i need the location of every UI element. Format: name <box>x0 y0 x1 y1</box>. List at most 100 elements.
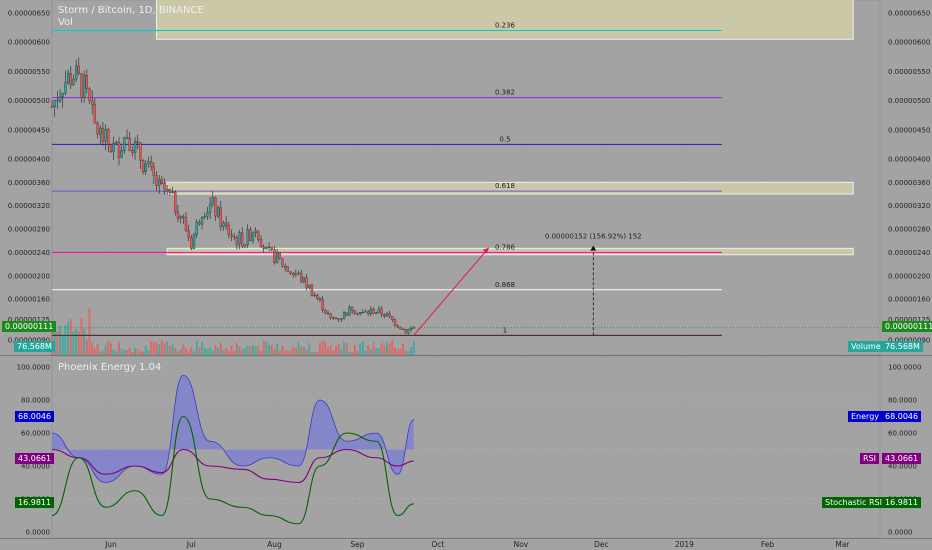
volume-bar <box>372 342 375 355</box>
volume-bar <box>203 347 206 355</box>
indicator-tick-right: 60.0000 <box>888 430 917 438</box>
candle-body <box>321 299 324 311</box>
candle-body <box>407 329 410 334</box>
indicator-tick-left: 80.0000 <box>21 397 50 405</box>
candle-body <box>286 266 289 272</box>
volume-bar <box>369 349 372 355</box>
candle-body <box>305 277 308 288</box>
candle-body <box>257 230 260 240</box>
volume-bar <box>152 341 155 355</box>
rsi-label-left: 43.0661 <box>15 453 55 464</box>
time-tick: Dec <box>594 540 609 549</box>
volume-bar <box>367 345 370 355</box>
volume-bar <box>265 341 268 355</box>
price-tick-right: 0.00000650 <box>888 10 930 18</box>
candle-body <box>182 216 185 218</box>
candle-body <box>238 232 241 245</box>
volume-bar <box>337 344 340 355</box>
candle-body <box>64 82 67 94</box>
price-label-right: 0.00000111 <box>882 321 932 332</box>
volume-bar <box>273 348 276 355</box>
candle-body <box>147 161 150 165</box>
volume-bar <box>83 328 86 355</box>
candle-body <box>163 183 166 192</box>
candle-body <box>136 141 139 143</box>
candle-body <box>74 65 78 80</box>
volume-bar <box>56 331 59 355</box>
candle-body <box>241 232 244 247</box>
candle-body <box>297 272 300 275</box>
candle-body <box>337 318 340 320</box>
rsi-label-right-value: 43.0661 <box>882 453 922 464</box>
candle-body <box>375 312 378 314</box>
volume-bar <box>101 350 104 355</box>
volume-bar <box>99 351 102 355</box>
volume-bar <box>329 345 332 355</box>
candle-body <box>267 246 271 248</box>
indicator-tick-right: 0.0000 <box>888 529 913 537</box>
candle-body <box>313 295 316 297</box>
volume-bar <box>88 308 91 355</box>
candle-body <box>56 100 59 102</box>
volume-bar <box>407 351 410 355</box>
price-tick-right: 0.00000450 <box>888 126 930 134</box>
candle-body <box>348 306 351 316</box>
energy-label-right-name: Energy <box>848 411 883 422</box>
candle-body <box>249 229 252 241</box>
candle-body <box>179 216 182 219</box>
volume-bar <box>281 346 284 355</box>
volume-bar <box>227 350 230 355</box>
candle-body <box>115 142 118 144</box>
time-tick: Oct <box>431 540 444 549</box>
volume-bar <box>324 341 327 355</box>
projection-arrow <box>413 247 490 336</box>
volume-bar <box>225 347 228 355</box>
indicator-tick-right: 40.0000 <box>888 463 917 471</box>
volume-bar <box>284 350 287 355</box>
volume-bar <box>410 347 413 355</box>
candle-body <box>80 73 83 99</box>
volume-bar <box>176 351 179 355</box>
volume-bar <box>310 351 313 355</box>
price-tick-right: 0.00000600 <box>888 39 930 47</box>
volume-bar <box>142 351 145 355</box>
candle-body <box>324 309 327 314</box>
volume-bar <box>126 350 129 355</box>
candle-body <box>198 221 201 225</box>
volume-bar <box>332 350 335 355</box>
candle-body <box>50 106 54 108</box>
candle-body <box>401 328 405 331</box>
fib-zone-786 <box>166 247 854 256</box>
time-tick: Jun <box>104 540 117 549</box>
candle-body <box>254 230 257 234</box>
volume-bar <box>243 347 246 355</box>
fib-label: 1 <box>503 326 507 334</box>
volume-bar <box>278 350 281 355</box>
candle-body <box>96 122 99 135</box>
price-tick-right: 0.00000360 <box>888 179 930 187</box>
time-tick: Sep <box>350 540 364 549</box>
candle-body <box>166 189 169 192</box>
fib-label: 0.618 <box>495 182 515 190</box>
volume-bar <box>163 342 166 355</box>
volume-bar <box>335 345 338 355</box>
volume-bar <box>64 324 67 355</box>
volume-bar <box>104 344 107 355</box>
price-pane <box>51 0 881 356</box>
candle-body <box>61 92 64 98</box>
volume-bar <box>402 343 405 355</box>
candle-body <box>72 78 75 86</box>
candle-body <box>273 249 276 263</box>
price-tick-right: 0.00000160 <box>888 296 930 304</box>
volume-bar <box>292 346 295 355</box>
energy-label-right-value: 68.0046 <box>882 411 922 422</box>
volume-bar <box>166 341 169 355</box>
candle-body <box>292 273 295 275</box>
volume-bar <box>249 346 252 355</box>
candle-body <box>332 317 335 319</box>
price-tick-right: 0.00000500 <box>888 97 930 105</box>
volume-bar <box>61 335 64 355</box>
candle-body <box>112 143 115 152</box>
candle-body <box>412 327 415 329</box>
price-tick-right: 0.00000320 <box>888 202 930 210</box>
